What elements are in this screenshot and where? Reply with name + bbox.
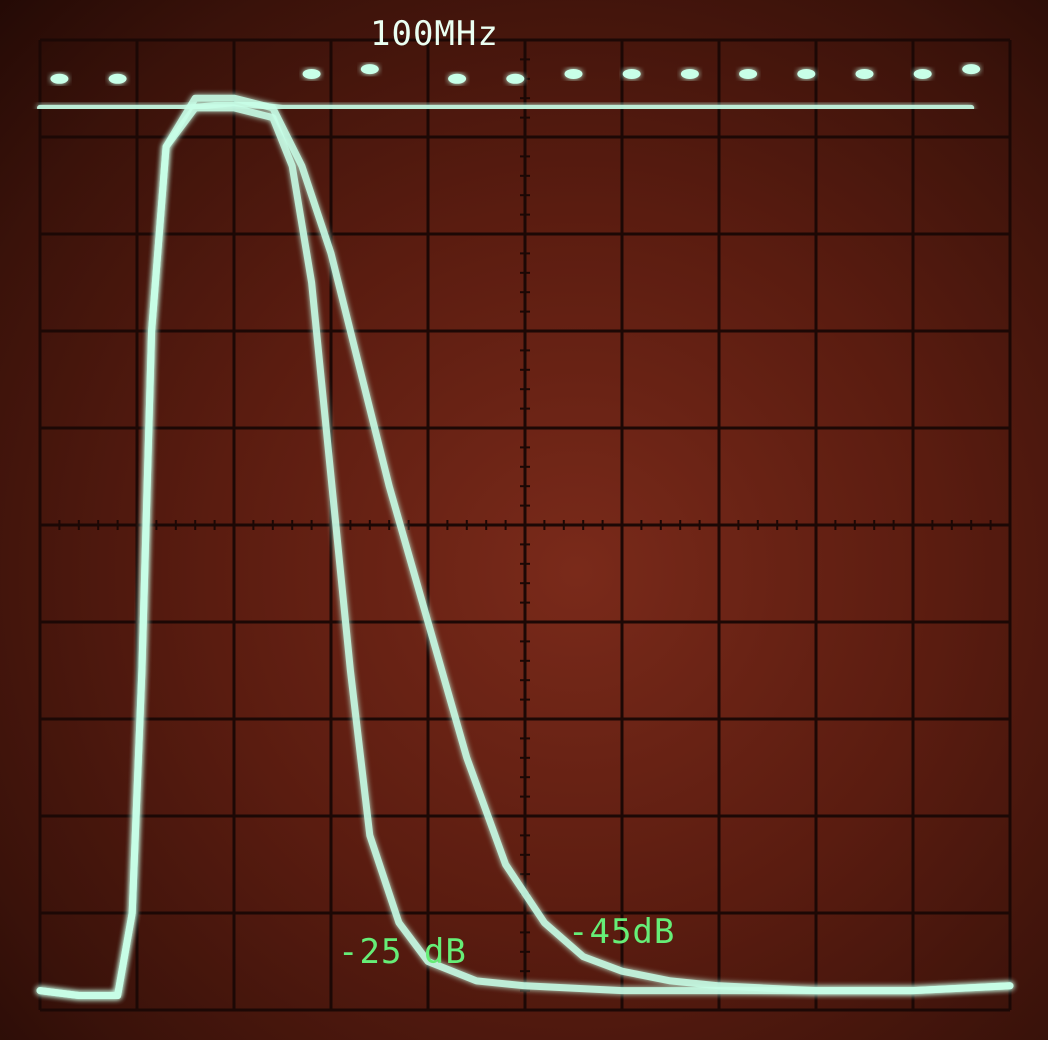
traces [36,94,1014,999]
frequency-marker [448,73,467,84]
frequency-marker [739,68,758,79]
frequency-marker [564,68,583,79]
frequency-marker [622,68,641,79]
frequency-marker [360,64,379,75]
frequency-marker [50,73,69,84]
frequency-marker [302,68,321,79]
frequency-marker [506,73,525,84]
frequency-marker [680,68,699,79]
chart-title: 100MHz [370,14,499,54]
frequency-markers [50,64,981,84]
frequency-marker [108,73,127,84]
series-line-2 [36,94,1014,999]
frequency-marker [855,68,874,79]
frequency-marker [913,68,932,79]
graticule [38,38,1012,1012]
annotation-minus-45db: -45dB [568,912,676,952]
frequency-marker [797,68,816,79]
frequency-marker [962,64,981,75]
annotation-minus-25db: -25 dB [338,932,467,972]
series-line-3 [37,100,975,111]
